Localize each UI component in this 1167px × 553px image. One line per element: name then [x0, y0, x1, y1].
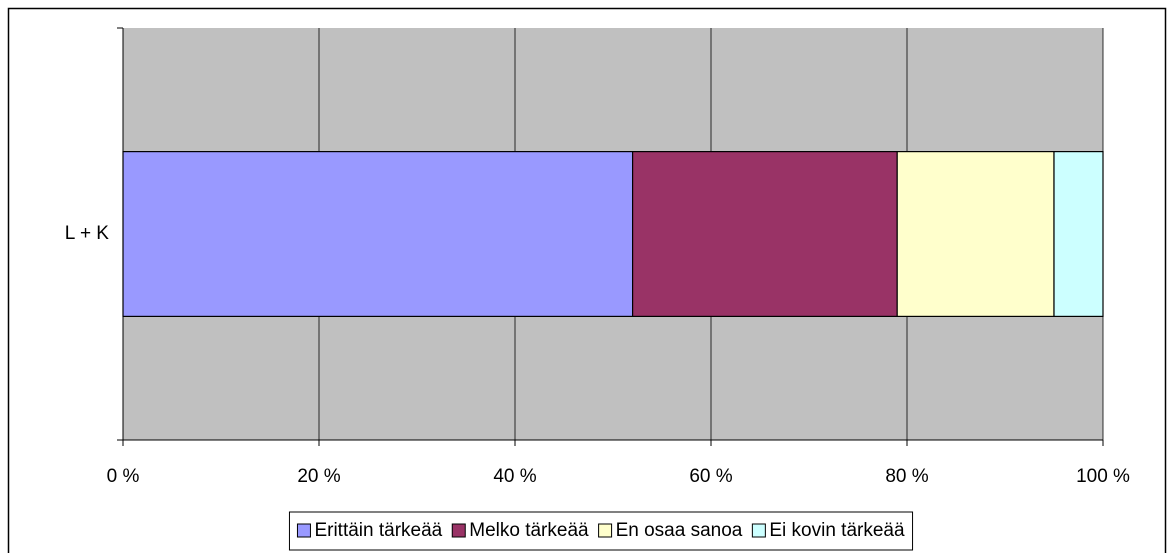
- bar-segment: [122, 151, 634, 318]
- x-tick-label: 100 %: [1076, 466, 1130, 487]
- legend-label: Erittäin tärkeää: [314, 520, 442, 541]
- x-tick-label: 0 %: [107, 466, 140, 487]
- legend-swatch: [451, 523, 466, 538]
- y-tick-label: L + K: [65, 223, 110, 244]
- x-tick-label: 60 %: [689, 466, 732, 487]
- legend-swatch: [598, 523, 613, 538]
- bar-segment: [1053, 151, 1104, 318]
- legend-label: En osaa sanoa: [616, 520, 743, 541]
- bar-segment: [631, 151, 898, 318]
- x-tick-label: 40 %: [493, 466, 536, 487]
- x-tick-label: 20 %: [297, 466, 340, 487]
- legend-swatch: [751, 523, 766, 538]
- bar-segment: [896, 151, 1055, 318]
- legend-label: Ei kovin tärkeää: [769, 520, 905, 541]
- x-tick-label: 80 %: [885, 466, 928, 487]
- legend-label: Melko tärkeää: [469, 520, 589, 541]
- legend-swatch: [296, 523, 311, 538]
